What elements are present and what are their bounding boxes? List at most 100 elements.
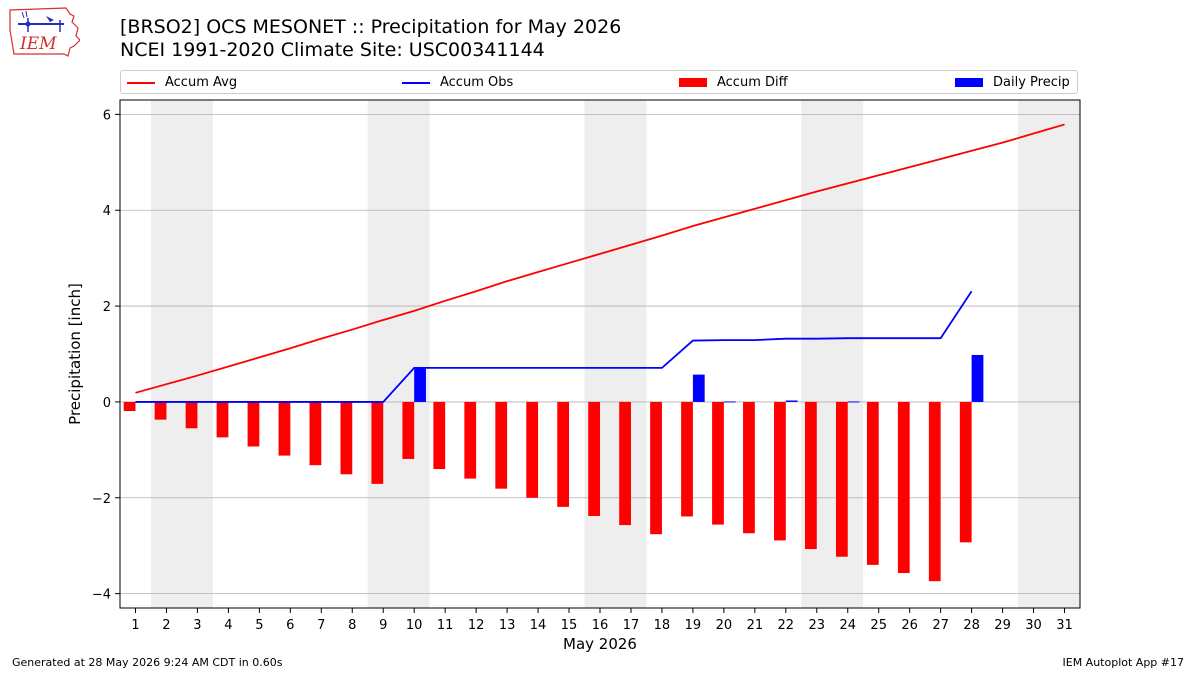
legend-swatch-accum-avg	[127, 81, 155, 84]
x-tick-label-24: 24	[839, 618, 856, 633]
accum-diff-bar-28	[959, 401, 972, 543]
accum-diff-bar-4	[216, 401, 229, 438]
accum-diff-bar-26	[897, 401, 910, 574]
legend-label-accum-avg: Accum Avg	[165, 75, 238, 90]
x-tick-label-8: 8	[348, 618, 356, 633]
accum-diff-bar-23	[805, 401, 817, 550]
weekend-band-1	[150, 100, 213, 608]
legend-swatch-accum-obs	[402, 81, 430, 84]
accum-diff-bar-8	[340, 401, 353, 475]
daily-precip-bar-24	[847, 401, 860, 403]
accum-diff-bar-16	[588, 401, 600, 516]
accum-diff-bar-3	[185, 401, 198, 429]
chart-legend: Accum Avg Accum Obs Accum Diff Daily Pre…	[120, 70, 1078, 94]
x-tick-label-23: 23	[809, 618, 826, 633]
y-tick-label-6: 6	[103, 108, 111, 123]
x-tick-label-16: 16	[592, 618, 609, 633]
x-tick-label-30: 30	[1025, 618, 1042, 633]
accum-diff-bar-14	[526, 401, 539, 498]
legend-label-daily-precip: Daily Precip	[993, 75, 1070, 90]
x-axis-label: May 2026	[563, 635, 637, 653]
x-tick-label-26: 26	[901, 618, 918, 633]
daily-precip-bar-22	[785, 400, 798, 402]
x-tick-label-4: 4	[224, 618, 232, 633]
accum-avg-line	[135, 123, 1065, 394]
x-tick-label-12: 12	[468, 618, 485, 633]
accum-diff-bar-10	[402, 401, 415, 459]
x-tick-label-3: 3	[193, 618, 201, 633]
iem-logo-graphic	[9, 7, 81, 57]
accum-diff-bar-19	[681, 401, 693, 517]
legend-item-daily-precip: Daily Precip	[955, 74, 1070, 92]
x-tick-label-14: 14	[530, 618, 547, 633]
accum-diff-bar-13	[495, 401, 508, 489]
x-tick-label-31: 31	[1056, 618, 1073, 633]
legend-item-accum-obs: Accum Obs	[402, 74, 513, 92]
x-tick-label-28: 28	[963, 618, 980, 633]
x-tick-label-9: 9	[379, 618, 387, 633]
accum-diff-bar-15	[557, 401, 570, 507]
accum-diff-bar-12	[464, 401, 477, 479]
y-tick-label-4: 4	[103, 204, 111, 219]
x-tick-label-7: 7	[317, 618, 325, 633]
legend-swatch-accum-diff	[679, 78, 707, 87]
weekend-band-2	[367, 100, 430, 608]
legend-label-accum-diff: Accum Diff	[717, 75, 788, 90]
x-tick-label-19: 19	[685, 618, 702, 633]
x-tick-label-18: 18	[654, 618, 671, 633]
accum-diff-bar-20	[712, 401, 724, 525]
accum-diff-bar-24	[835, 401, 848, 557]
accum-diff-bar-6	[278, 401, 291, 456]
x-tick-label-17: 17	[623, 618, 640, 633]
x-tick-label-5: 5	[255, 618, 263, 633]
y-tick-label-0: 0	[103, 396, 111, 411]
x-tick-label-10: 10	[406, 618, 423, 633]
accum-diff-bar-9	[371, 401, 384, 484]
legend-swatch-daily-precip	[955, 78, 983, 87]
accum-diff-bar-25	[866, 401, 879, 565]
y-tick-label--4: −4	[92, 588, 111, 603]
y-tick-label--2: −2	[92, 492, 111, 507]
weekend-band-3	[584, 100, 647, 608]
x-tick-label-27: 27	[932, 618, 949, 633]
legend-item-accum-diff: Accum Diff	[679, 74, 788, 92]
accum-diff-bar-11	[433, 401, 446, 470]
x-tick-label-11: 11	[437, 618, 454, 633]
chart-title-line2: NCEI 1991-2020 Climate Site: USC00341144	[120, 39, 545, 61]
daily-precip-bar-20	[723, 401, 736, 403]
accum-diff-bar-21	[743, 401, 755, 534]
legend-item-accum-avg: Accum Avg	[127, 74, 237, 92]
x-tick-label-6: 6	[286, 618, 294, 633]
x-tick-label-25: 25	[870, 618, 887, 633]
x-tick-label-29: 29	[994, 618, 1011, 633]
accum-diff-bar-5	[247, 401, 260, 447]
iem-logo-text: IEM	[20, 34, 57, 54]
footer-generated: Generated at 28 May 2026 9:24 AM CDT in …	[12, 656, 283, 669]
x-tick-label-22: 22	[778, 618, 795, 633]
accum-diff-bar-17	[619, 401, 631, 526]
x-tick-label-1: 1	[131, 618, 139, 633]
x-tick-label-21: 21	[747, 618, 764, 633]
y-tick-label-2: 2	[103, 300, 111, 315]
chart-title-line1: [BRSO2] OCS MESONET :: Precipitation for…	[120, 16, 622, 38]
accum-diff-bar-2	[154, 401, 167, 420]
accum-diff-bar-18	[650, 401, 662, 535]
x-tick-label-2: 2	[162, 618, 170, 633]
iem-logo: IEM	[8, 6, 81, 58]
accum-diff-bar-7	[309, 401, 322, 466]
daily-precip-bar-19	[692, 374, 705, 402]
accum-diff-bar-1	[123, 401, 136, 412]
accum-obs-line	[135, 290, 973, 403]
daily-precip-bar-28	[971, 354, 984, 402]
footer-app: IEM Autoplot App #17	[1062, 656, 1185, 669]
daily-precip-bar-10	[414, 367, 426, 402]
accum-diff-bar-22	[774, 401, 786, 541]
legend-label-accum-obs: Accum Obs	[440, 75, 514, 90]
accum-diff-bar-27	[928, 401, 941, 582]
x-tick-label-20: 20	[716, 618, 733, 633]
x-tick-label-15: 15	[561, 618, 578, 633]
x-tick-label-13: 13	[499, 618, 516, 633]
weekend-band-5	[1018, 100, 1080, 608]
y-axis-label: Precipitation [inch]	[66, 283, 84, 425]
